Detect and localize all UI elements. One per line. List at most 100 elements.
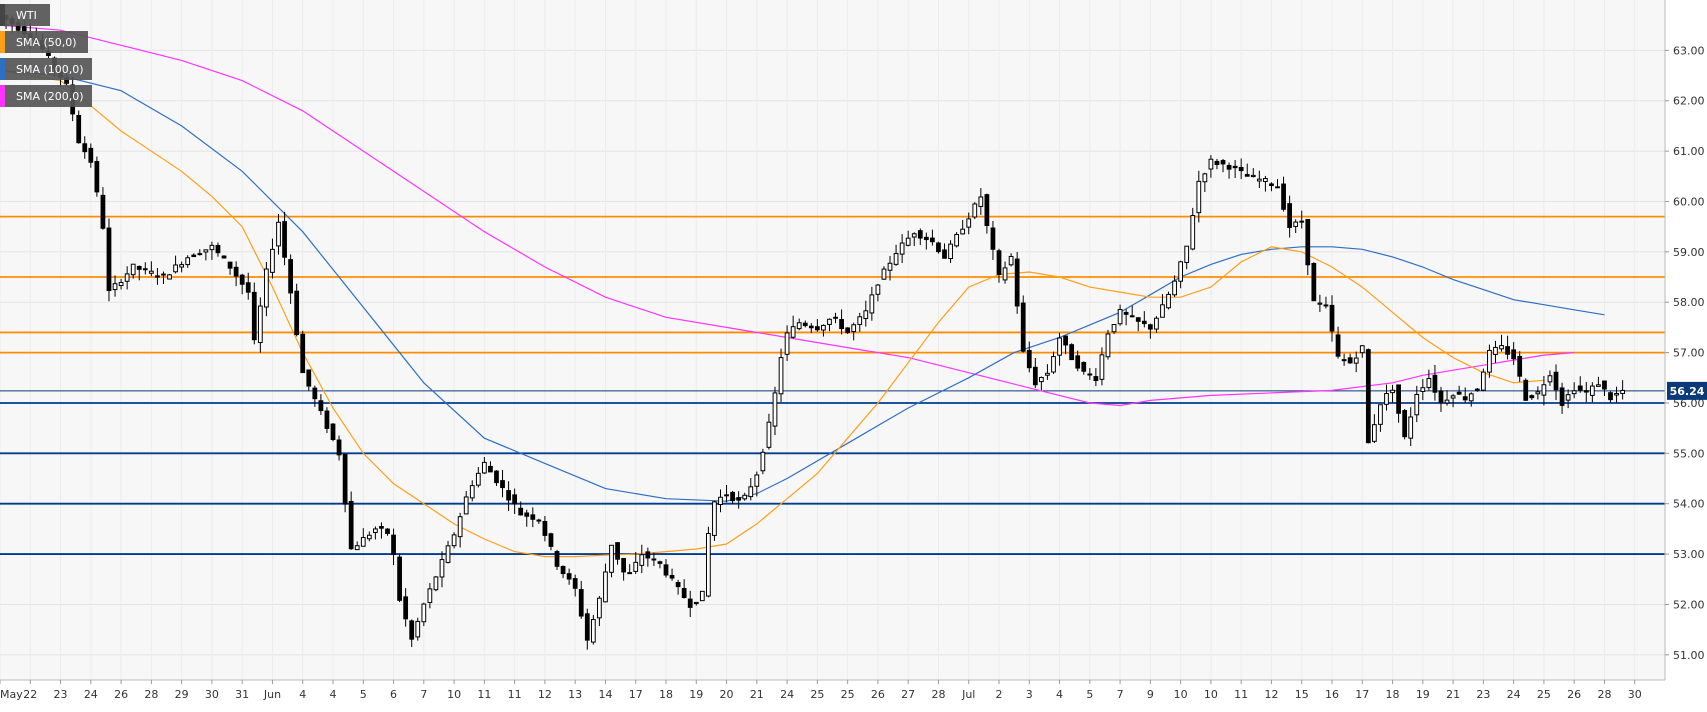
x-tick-label: 26 xyxy=(1567,688,1581,701)
x-tick-label: 4 xyxy=(1056,688,1063,701)
candle-down xyxy=(1505,346,1510,355)
x-tick-label: 30 xyxy=(1628,688,1642,701)
candle-up xyxy=(1450,395,1456,399)
x-tick-label: 19 xyxy=(689,688,703,701)
candle-up xyxy=(415,620,421,638)
x-tick-label: 24 xyxy=(84,688,98,701)
candle-down xyxy=(221,255,227,259)
x-tick-label: 10 xyxy=(1174,688,1188,701)
candle-up xyxy=(960,228,966,235)
candle-down xyxy=(306,369,312,387)
candle-up xyxy=(1468,393,1474,402)
x-tick-label: 23 xyxy=(1476,688,1490,701)
candle-up xyxy=(590,619,596,643)
candle-down xyxy=(1329,304,1335,332)
candle-up xyxy=(651,558,657,561)
candle-up xyxy=(373,528,378,534)
candle-up xyxy=(699,590,705,602)
candle-up xyxy=(1589,385,1595,396)
candle-down xyxy=(548,533,554,547)
candle-down xyxy=(1281,183,1286,210)
candle-up xyxy=(421,603,427,623)
candle-down xyxy=(1608,392,1613,401)
candle-down xyxy=(1129,315,1135,318)
y-tick-label: 60.00 xyxy=(1673,195,1705,208)
candle-up xyxy=(748,486,754,498)
candle-down xyxy=(88,147,94,163)
candle-down xyxy=(536,519,542,522)
candle-down xyxy=(572,578,578,589)
candle-up xyxy=(1154,317,1159,330)
candle-up xyxy=(954,233,959,247)
candle-down xyxy=(518,507,524,516)
plot-area xyxy=(0,0,1665,680)
x-tick-label: 16 xyxy=(1325,688,1339,701)
x-tick-label: 4 xyxy=(299,688,306,701)
candle-up xyxy=(1480,371,1486,391)
candle-down xyxy=(391,534,396,555)
candle-down xyxy=(1335,334,1341,357)
x-tick-label: 21 xyxy=(750,688,764,701)
candle-down xyxy=(578,589,584,617)
support-resistance-levels xyxy=(0,215,1665,555)
candle-down xyxy=(621,557,626,573)
candle-up xyxy=(481,461,487,474)
candle-up xyxy=(1596,384,1601,387)
y-tick-label: 51.00 xyxy=(1673,649,1705,662)
candle-down xyxy=(1093,376,1099,382)
y-tick-label: 55.00 xyxy=(1673,447,1705,460)
candle-up xyxy=(1359,345,1365,354)
candle-down xyxy=(923,236,929,241)
candle-up xyxy=(712,501,717,536)
candle-down xyxy=(657,561,663,564)
candle-up xyxy=(851,324,857,333)
candle-up xyxy=(1565,394,1571,401)
candle-down xyxy=(675,582,681,588)
candle-down xyxy=(930,237,935,243)
candle-down xyxy=(845,327,851,334)
candle-down xyxy=(1020,302,1026,352)
candle-up xyxy=(1002,267,1008,281)
sma-100-line xyxy=(0,69,1605,502)
legend-label: WTI xyxy=(16,9,37,22)
x-tick-label: Jun xyxy=(263,688,281,701)
candle-down xyxy=(1402,410,1408,438)
candle-up xyxy=(633,561,639,572)
candle-up xyxy=(1571,390,1577,395)
candle-up xyxy=(1039,377,1044,383)
candle-down xyxy=(808,325,814,329)
candle-up xyxy=(427,588,433,603)
x-tick-label: 3 xyxy=(1026,688,1033,701)
sma-200-line xyxy=(0,24,1575,407)
candle-down xyxy=(1396,384,1401,414)
candle-up xyxy=(639,554,645,566)
candle-down xyxy=(524,512,530,517)
candle-down xyxy=(409,620,415,640)
candle-down xyxy=(615,542,620,560)
candle-down xyxy=(330,423,336,440)
candle-up xyxy=(1420,387,1426,392)
candle-down xyxy=(512,494,518,505)
candle-up xyxy=(760,451,766,472)
candle-up xyxy=(1372,424,1377,442)
legend-box xyxy=(0,4,50,26)
candle-up xyxy=(1384,393,1389,405)
x-tick-label: 25 xyxy=(1537,688,1551,701)
candle-down xyxy=(233,266,239,277)
x-tick-label: 9 xyxy=(1147,688,1154,701)
candle-up xyxy=(754,474,760,487)
candle-down xyxy=(1214,160,1220,165)
y-tick-label: 53.00 xyxy=(1673,548,1705,561)
x-tick-label: 23 xyxy=(54,688,68,701)
candle-up xyxy=(905,237,911,246)
x-tick-label: 17 xyxy=(1355,688,1369,701)
candle-down xyxy=(814,326,820,331)
x-tick-label: 17 xyxy=(629,688,643,701)
candle-down xyxy=(730,491,735,502)
x-tick-label: 24 xyxy=(780,688,794,701)
candle-up xyxy=(875,284,881,295)
candle-down xyxy=(397,556,402,601)
candle-up xyxy=(463,496,469,515)
candle-down xyxy=(663,564,669,576)
